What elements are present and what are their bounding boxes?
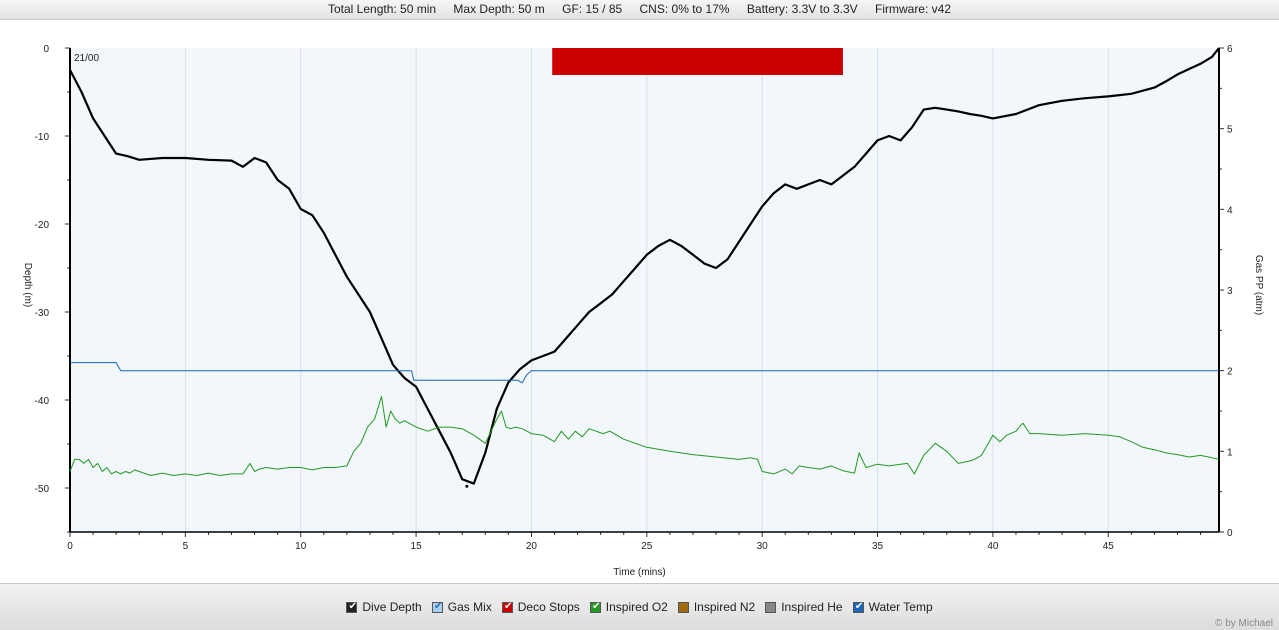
- y-tick-label: -40: [35, 396, 50, 407]
- checkmark-icon: ✔: [348, 600, 358, 612]
- y2-tick-label: 5: [1227, 125, 1233, 136]
- legend-label: Inspired He: [781, 600, 843, 614]
- y2-tick-label: 0: [1227, 528, 1233, 539]
- legend-item-inspired-n2[interactable]: Inspired N2: [677, 600, 756, 614]
- y-tick-label: -10: [35, 132, 50, 143]
- x-tick-label: 0: [67, 541, 73, 552]
- y-tick-label: 0: [43, 44, 49, 55]
- legend-bar: ✔ Dive Depth ✔ Gas Mix ✔ Deco Stops ✔ Inspired …: [0, 583, 1279, 630]
- checkbox-unchecked-icon[interactable]: [677, 601, 689, 613]
- plot-area: [70, 48, 1219, 532]
- checkmark-icon: ✔: [504, 600, 513, 612]
- checkbox-checked-icon[interactable]: ✔: [852, 600, 864, 613]
- legend-label: Water Temp: [868, 600, 933, 614]
- legend-label: Inspired O2: [605, 600, 668, 614]
- max-depth: Max Depth: 50 m: [453, 2, 545, 16]
- legend-label: Dive Depth: [362, 600, 422, 614]
- y2-tick-label: 2: [1227, 367, 1233, 378]
- series-line-inspired-o2: [69, 396, 1220, 476]
- x-axis-label: Time (mins): [613, 567, 665, 578]
- legend-item-water-temp[interactable]: ✔ Water Temp: [852, 600, 933, 614]
- y-axis-label: Depth (m): [22, 263, 33, 307]
- y2-axis-label: Gas PP (atm): [1253, 255, 1264, 315]
- x-tick-label: 20: [526, 541, 538, 552]
- x-tick-label: 45: [1103, 541, 1115, 552]
- legend-item-inspired-o2[interactable]: ✔ Inspired O2: [589, 600, 668, 614]
- x-tick-label: 30: [757, 541, 769, 552]
- credit: © by Michael: [1215, 618, 1273, 629]
- max-depth-marker: [465, 484, 469, 488]
- legend-label: Inspired N2: [693, 600, 756, 614]
- checkmark-icon: ✔: [854, 600, 864, 612]
- y-tick-label: -20: [35, 220, 50, 231]
- x-tick-label: 40: [987, 541, 999, 552]
- checkbox-unchecked-icon[interactable]: [765, 601, 777, 613]
- dive-profile-chart: 0 5 10 15 20 25 30 35 40 450-10-20-30-40-50012345…: [22, 44, 1264, 578]
- legend-item-inspired-he[interactable]: Inspired He: [765, 600, 843, 614]
- legend-item-deco-stops[interactable]: ✔ Deco Stops: [501, 600, 580, 614]
- firmware: Firmware: v42: [874, 2, 951, 16]
- x-tick-label: 25: [641, 541, 653, 552]
- checkmark-icon: ✔: [434, 600, 443, 612]
- series-line-water-temp: [70, 362, 1219, 384]
- battery: Battery: 3.3V to 3.3V: [746, 2, 858, 16]
- legend-item-gas-mix[interactable]: ✔ Gas Mix: [431, 600, 492, 614]
- gradient-factors: GF: 15 / 85: [562, 2, 623, 16]
- x-tick-label: 10: [295, 541, 307, 552]
- time-annotation: 21/00: [74, 53, 99, 64]
- dive-summary-header: Total Length: 50 min Max Depth: 50 m GF:…: [0, 0, 1279, 20]
- y2-tick-label: 3: [1227, 286, 1233, 297]
- legend: ✔ Dive Depth ✔ Gas Mix ✔ Deco Stops ✔ Inspired …: [0, 584, 1279, 630]
- checkmark-icon: ✔: [592, 600, 601, 612]
- y-tick-label: -30: [35, 308, 50, 319]
- legend-item-dive-depth[interactable]: ✔ Dive Depth: [346, 600, 422, 614]
- x-tick-label: 15: [411, 541, 423, 552]
- deco-stop-bar: [552, 48, 843, 75]
- checkbox-checked-icon[interactable]: ✔: [589, 600, 601, 613]
- y2-tick-label: 6: [1227, 44, 1233, 55]
- y2-tick-label: 1: [1227, 447, 1233, 458]
- checkbox-checked-icon[interactable]: ✔: [501, 600, 513, 613]
- series-line-dive-depth: [69, 47, 1220, 485]
- checkbox-checked-icon[interactable]: ✔: [346, 600, 358, 613]
- y2-tick-label: 4: [1227, 205, 1233, 216]
- legend-label: Deco Stops: [517, 600, 580, 614]
- total-length: Total Length: 50 min: [328, 2, 437, 16]
- x-tick-label: 5: [183, 541, 189, 552]
- x-tick-label: 35: [872, 541, 884, 552]
- cns: CNS: 0% to 17%: [639, 2, 730, 16]
- y-tick-label: -50: [35, 484, 50, 495]
- checkbox-checked-icon[interactable]: ✔: [431, 600, 443, 613]
- legend-label: Gas Mix: [447, 600, 492, 614]
